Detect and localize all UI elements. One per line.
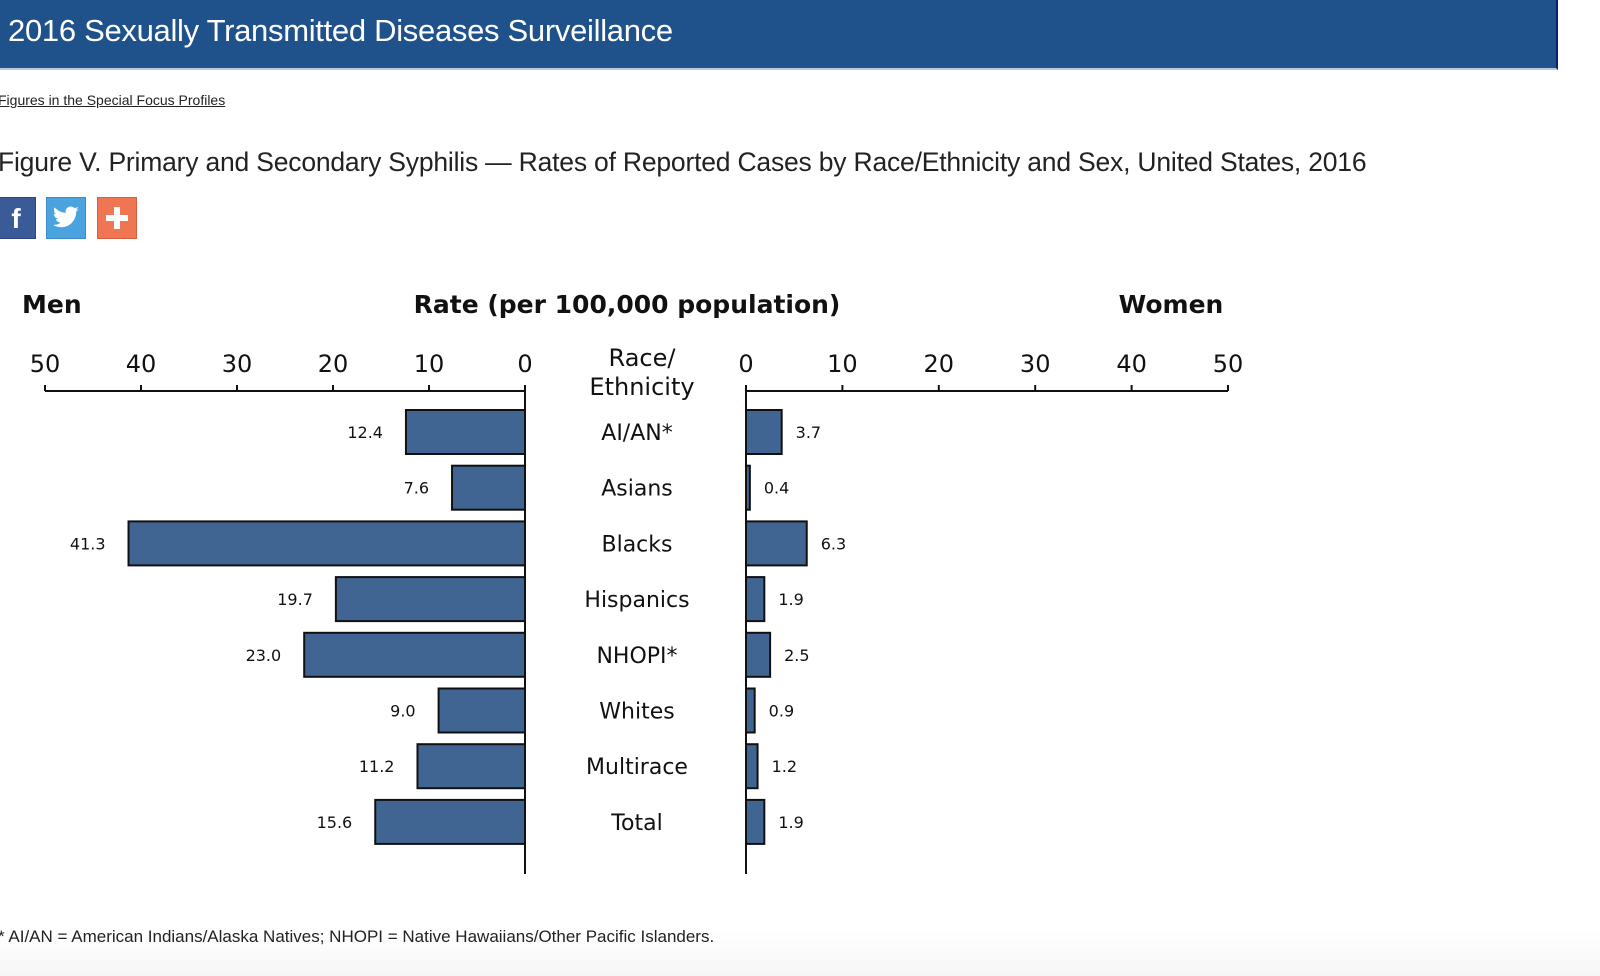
category-label: NHOPI* bbox=[596, 644, 677, 669]
men-bar bbox=[303, 631, 527, 678]
page-header-title: 2016 Sexually Transmitted Diseases Surve… bbox=[8, 13, 673, 48]
women-value-label: 0.4 bbox=[764, 479, 789, 498]
women-value-label: 1.9 bbox=[778, 590, 803, 609]
men-panel-label: Men bbox=[22, 290, 82, 319]
men-value-label: 7.6 bbox=[404, 479, 429, 498]
men-value-label: 23.0 bbox=[246, 646, 282, 665]
men-value-label: 9.0 bbox=[390, 702, 415, 721]
category-label: AI/AN* bbox=[601, 421, 672, 446]
men-tick-label: 50 bbox=[30, 350, 61, 378]
women-value-label: 1.2 bbox=[772, 757, 797, 776]
category-header-race: Race/ bbox=[609, 344, 677, 372]
category-row: 11.2 1.2 Multirace bbox=[359, 743, 797, 790]
men-value-label: 11.2 bbox=[359, 757, 395, 776]
women-tick-label: 30 bbox=[1020, 350, 1051, 378]
women-bar bbox=[745, 631, 772, 678]
category-row: 19.7 1.9 Hispanics bbox=[277, 576, 804, 623]
women-tick-label: 40 bbox=[1116, 350, 1147, 378]
men-value-label: 19.7 bbox=[277, 590, 313, 609]
category-row: 7.6 0.4 Asians bbox=[404, 464, 789, 511]
twitter-icon bbox=[53, 206, 79, 228]
women-tick-label: 0 bbox=[738, 350, 753, 378]
facebook-icon: f bbox=[11, 203, 21, 234]
category-label: Hispanics bbox=[584, 588, 689, 613]
men-tick-label: 0 bbox=[517, 350, 532, 378]
men-value-label: 41.3 bbox=[70, 534, 106, 553]
category-label: Whites bbox=[599, 700, 674, 725]
breadcrumb-link[interactable]: Figures in the Special Focus Profiles bbox=[0, 92, 226, 108]
women-bar bbox=[745, 520, 808, 567]
category-row: 12.4 3.7 AI/AN* bbox=[347, 409, 821, 455]
women-tick-label: 10 bbox=[827, 350, 858, 378]
men-bar bbox=[404, 409, 526, 455]
women-value-label: 1.9 bbox=[778, 813, 803, 832]
category-row: 41.3 6.3 Blacks bbox=[70, 520, 846, 567]
facebook-share-button[interactable]: f bbox=[0, 197, 36, 239]
women-value-label: 3.7 bbox=[796, 423, 821, 442]
men-bar bbox=[437, 687, 527, 734]
men-tick-label: 40 bbox=[126, 350, 157, 378]
women-value-label: 0.9 bbox=[769, 702, 794, 721]
men-bar bbox=[334, 576, 526, 623]
men-value-label: 12.4 bbox=[347, 423, 383, 442]
women-value-label: 2.5 bbox=[784, 646, 809, 665]
women-value-label: 6.3 bbox=[821, 534, 846, 553]
category-label: Total bbox=[610, 811, 662, 836]
women-bar bbox=[745, 409, 783, 455]
men-bar bbox=[451, 464, 527, 511]
women-tick-label: 50 bbox=[1213, 350, 1244, 378]
men-bar bbox=[416, 743, 527, 790]
syphilis-rate-chart: Men Rate (per 100,000 population) Women … bbox=[22, 290, 1244, 874]
men-tick-label: 20 bbox=[318, 350, 349, 378]
women-bar bbox=[745, 743, 759, 790]
add-share-button[interactable] bbox=[97, 197, 137, 239]
men-bar bbox=[127, 520, 527, 567]
chart-title: Rate (per 100,000 population) bbox=[414, 290, 841, 319]
header-banner: 2016 Sexually Transmitted Diseases Surve… bbox=[0, 0, 1558, 70]
women-bar bbox=[745, 464, 751, 511]
bars-group: 12.4 3.7 AI/AN* 7.6 0.4 Asians 41.3 6.3 Blacks 19… bbox=[70, 409, 846, 845]
category-label: Multirace bbox=[586, 755, 688, 780]
twitter-share-button[interactable] bbox=[46, 197, 86, 239]
women-panel-label: Women bbox=[1119, 290, 1224, 319]
women-bar bbox=[745, 576, 766, 623]
men-value-label: 15.6 bbox=[317, 813, 353, 832]
category-row: 23.0 2.5 NHOPI* bbox=[246, 631, 810, 678]
category-label: Blacks bbox=[602, 532, 673, 557]
men-tick-label: 10 bbox=[414, 350, 445, 378]
category-row: 15.6 1.9 Total bbox=[317, 798, 804, 845]
category-label: Asians bbox=[601, 477, 673, 502]
figure-title: Figure V. Primary and Secondary Syphilis… bbox=[0, 147, 1367, 177]
men-tick-label: 30 bbox=[222, 350, 253, 378]
men-bar bbox=[374, 798, 526, 845]
women-bar bbox=[745, 687, 756, 734]
category-header-ethnicity: Ethnicity bbox=[589, 373, 694, 401]
plus-icon bbox=[106, 207, 128, 229]
women-tick-label: 20 bbox=[924, 350, 955, 378]
category-row: 9.0 0.9 Whites bbox=[390, 687, 794, 734]
women-bar bbox=[745, 798, 766, 845]
footnote: * AI/AN = American Indians/Alaska Native… bbox=[0, 927, 715, 946]
